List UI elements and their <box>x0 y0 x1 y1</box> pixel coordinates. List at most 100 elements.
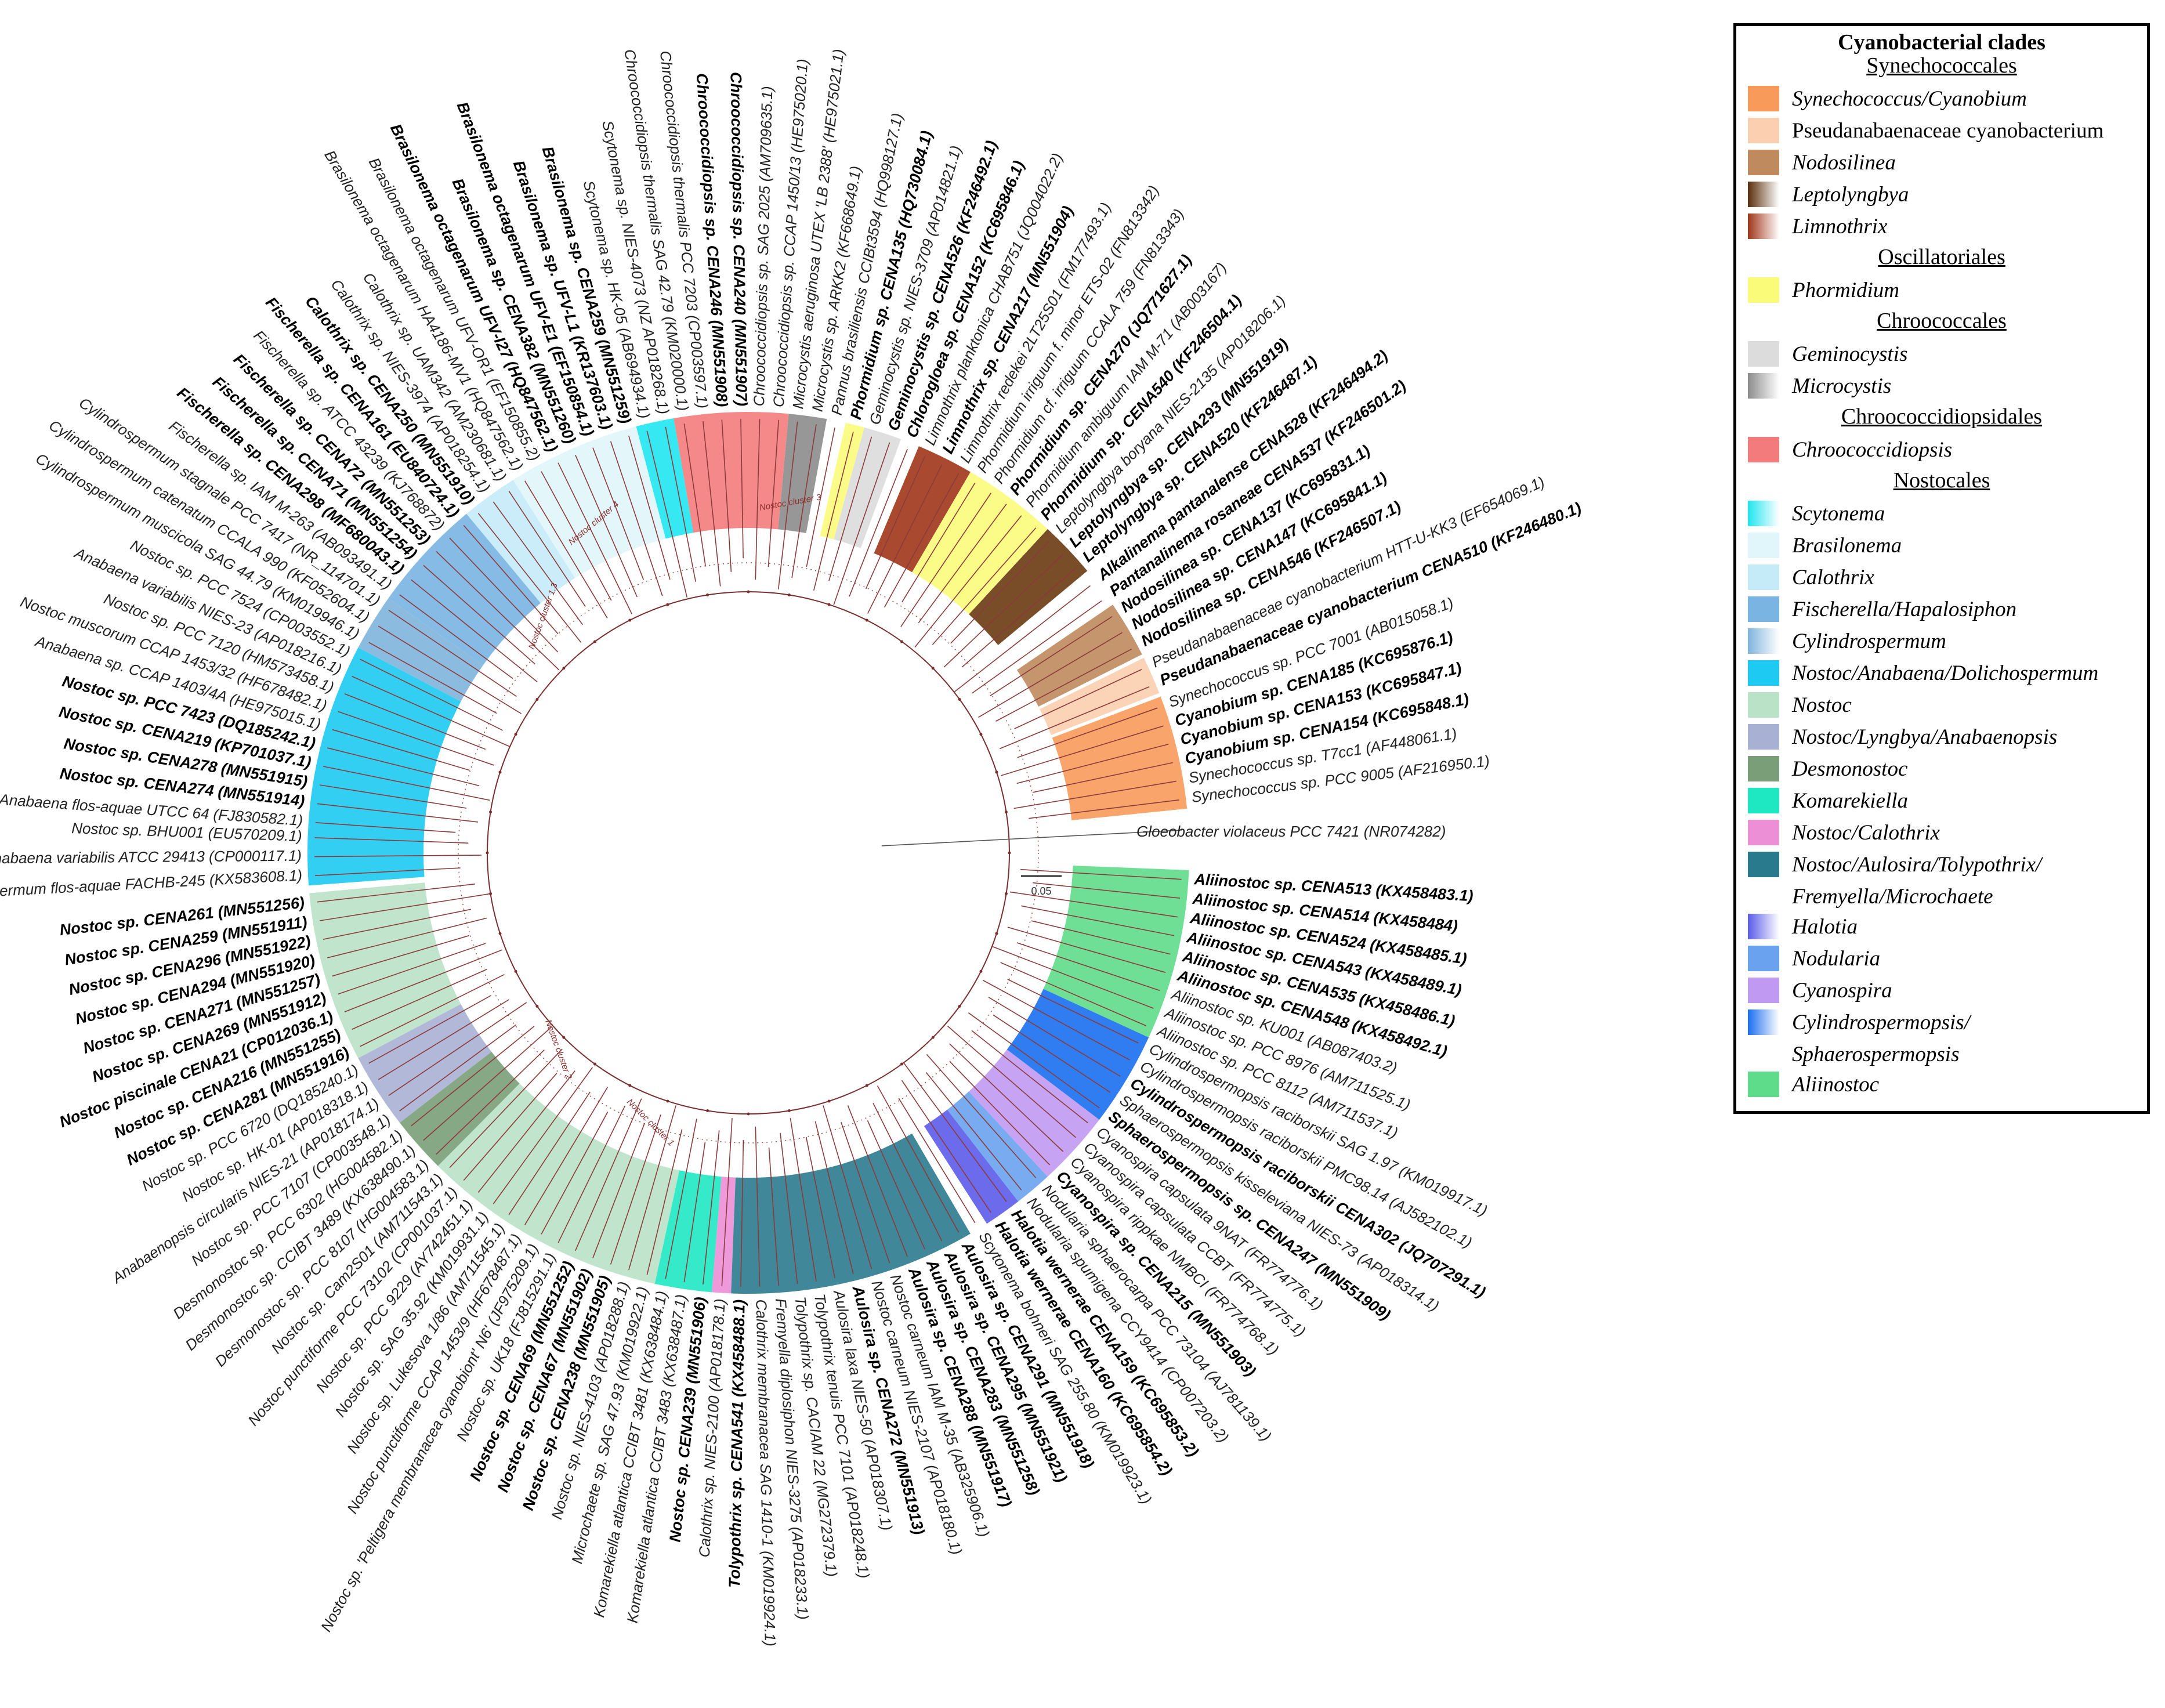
clade-band <box>309 882 461 1058</box>
tree-node <box>979 733 983 736</box>
tree-branch <box>610 1114 661 1265</box>
tree-branch <box>628 435 671 580</box>
tree-node <box>514 969 517 973</box>
tree-branch <box>1000 962 1147 1026</box>
legend-entry: Nodosilinea <box>1748 149 1896 176</box>
tree-node <box>747 1112 750 1116</box>
tree-branch <box>411 579 538 683</box>
tree-branch <box>327 917 487 958</box>
legend-swatch <box>1748 788 1779 813</box>
legend-entry: Phormidium <box>1748 276 1899 304</box>
legend-swatch <box>1748 501 1779 526</box>
tree-branch <box>683 1142 706 1282</box>
tree-branch <box>767 419 779 567</box>
legend-entry: Nostoc <box>1748 691 1852 719</box>
legend-label: Nodosilinea <box>1792 150 1896 175</box>
tree-branch <box>508 490 586 607</box>
clade-band <box>1016 605 1142 707</box>
tree-branch <box>575 1098 642 1251</box>
tree-node <box>562 667 566 670</box>
tree-node <box>489 892 493 895</box>
tree-branch <box>949 1043 1064 1152</box>
tree-branch <box>352 968 487 1030</box>
tree-branch <box>314 837 469 844</box>
tree-branch <box>898 1098 976 1224</box>
legend-swatch <box>1748 884 1779 909</box>
tree-branch <box>399 594 513 679</box>
tree-branch <box>646 430 688 598</box>
legend-entry: Aliinostoc <box>1748 1070 1879 1098</box>
legend-entry: Leptolyngbya <box>1748 180 1909 208</box>
legend-entry: Nostoc/Aulosira/Tolypothrix/ <box>1748 851 2041 878</box>
tree-branch <box>872 1103 943 1242</box>
clade-band <box>874 446 971 573</box>
tree-node <box>706 1109 709 1112</box>
tree-branch <box>683 424 707 567</box>
legend-entry: Cyanospira <box>1748 976 1892 1004</box>
legend-label: Cylindrospermum <box>1792 629 1946 653</box>
tree-branch <box>557 1105 626 1243</box>
tree-node <box>827 1099 831 1103</box>
legend-entry: Geminocystis <box>1748 340 1907 368</box>
tree-branch <box>932 527 1037 645</box>
tree-branch <box>992 946 1154 1009</box>
tree-node <box>1004 810 1008 814</box>
backbone-ring <box>487 591 1010 1114</box>
legend-swatch <box>1748 564 1779 590</box>
tree-branch <box>352 676 511 747</box>
tree-branch <box>918 504 1007 624</box>
tree-branch <box>914 515 1022 648</box>
tree-node <box>489 810 493 814</box>
legend-swatch <box>1748 692 1779 718</box>
tree-branch <box>740 419 744 559</box>
clade-band <box>1007 989 1149 1120</box>
clade-band <box>1043 865 1189 1038</box>
tree-branch <box>993 1014 1111 1093</box>
legend-swatch <box>1748 628 1779 654</box>
tree-branch <box>925 1072 1022 1190</box>
clade-band <box>969 1049 1099 1177</box>
tree-node <box>628 618 632 622</box>
tree-branch <box>847 1105 908 1257</box>
legend-entry: Nodularia <box>1748 945 1880 972</box>
tree-branch <box>813 432 854 591</box>
tree-branch <box>1017 707 1158 758</box>
tree-branch <box>323 766 490 801</box>
tree-branch <box>901 1080 991 1213</box>
tree-branch <box>317 883 476 903</box>
phylogenetic-tree: Gloeobacter violaceus PCC 7421 (NR074282… <box>0 48 1584 1647</box>
tree-branch <box>768 1147 779 1286</box>
taxon-label: Gloeobacter violaceus PCC 7421 (NR074282… <box>1136 823 1446 840</box>
tree-branch <box>884 473 960 608</box>
tree-branch <box>828 436 872 581</box>
taxon-label: Calothrix membranacea SAG 1410-1 (KM0199… <box>752 1299 779 1647</box>
clade-band <box>1052 696 1188 820</box>
legend-order-heading: Nostocales <box>1893 468 1990 493</box>
tree-branch <box>999 686 1150 750</box>
tree-branch <box>557 462 632 614</box>
tree-branch <box>508 1091 591 1215</box>
tree-branch <box>315 822 456 833</box>
tree-branch <box>411 1026 535 1127</box>
legend-entry: Microcystis <box>1748 372 1891 400</box>
legend-label: Nostoc <box>1792 693 1852 717</box>
tree-branch <box>1031 920 1171 955</box>
tree-branch <box>902 482 976 603</box>
tree-branch <box>841 1121 890 1264</box>
clade-band <box>924 1109 1019 1224</box>
tree-branch <box>926 1054 1037 1178</box>
taxon-label: Anabaena variabilis ATCC 29413 (CP000117… <box>0 847 302 867</box>
legend-entry: Cylindrospermopsis/ <box>1748 1008 1970 1036</box>
tree-branch <box>947 1025 1077 1138</box>
legend-entry: Desmonostoc <box>1748 755 1907 783</box>
legend-swatch <box>1748 437 1779 462</box>
tree-branch <box>320 784 467 809</box>
legend-entry: Brasilonema <box>1748 531 1902 559</box>
tree-node <box>787 594 791 597</box>
tree-node <box>498 770 502 774</box>
tree-branch <box>493 1067 593 1204</box>
tree-branch <box>900 493 991 627</box>
clade-band <box>358 598 483 702</box>
legend-label: Cyanospira <box>1792 978 1892 1003</box>
tree-branch <box>320 893 490 921</box>
